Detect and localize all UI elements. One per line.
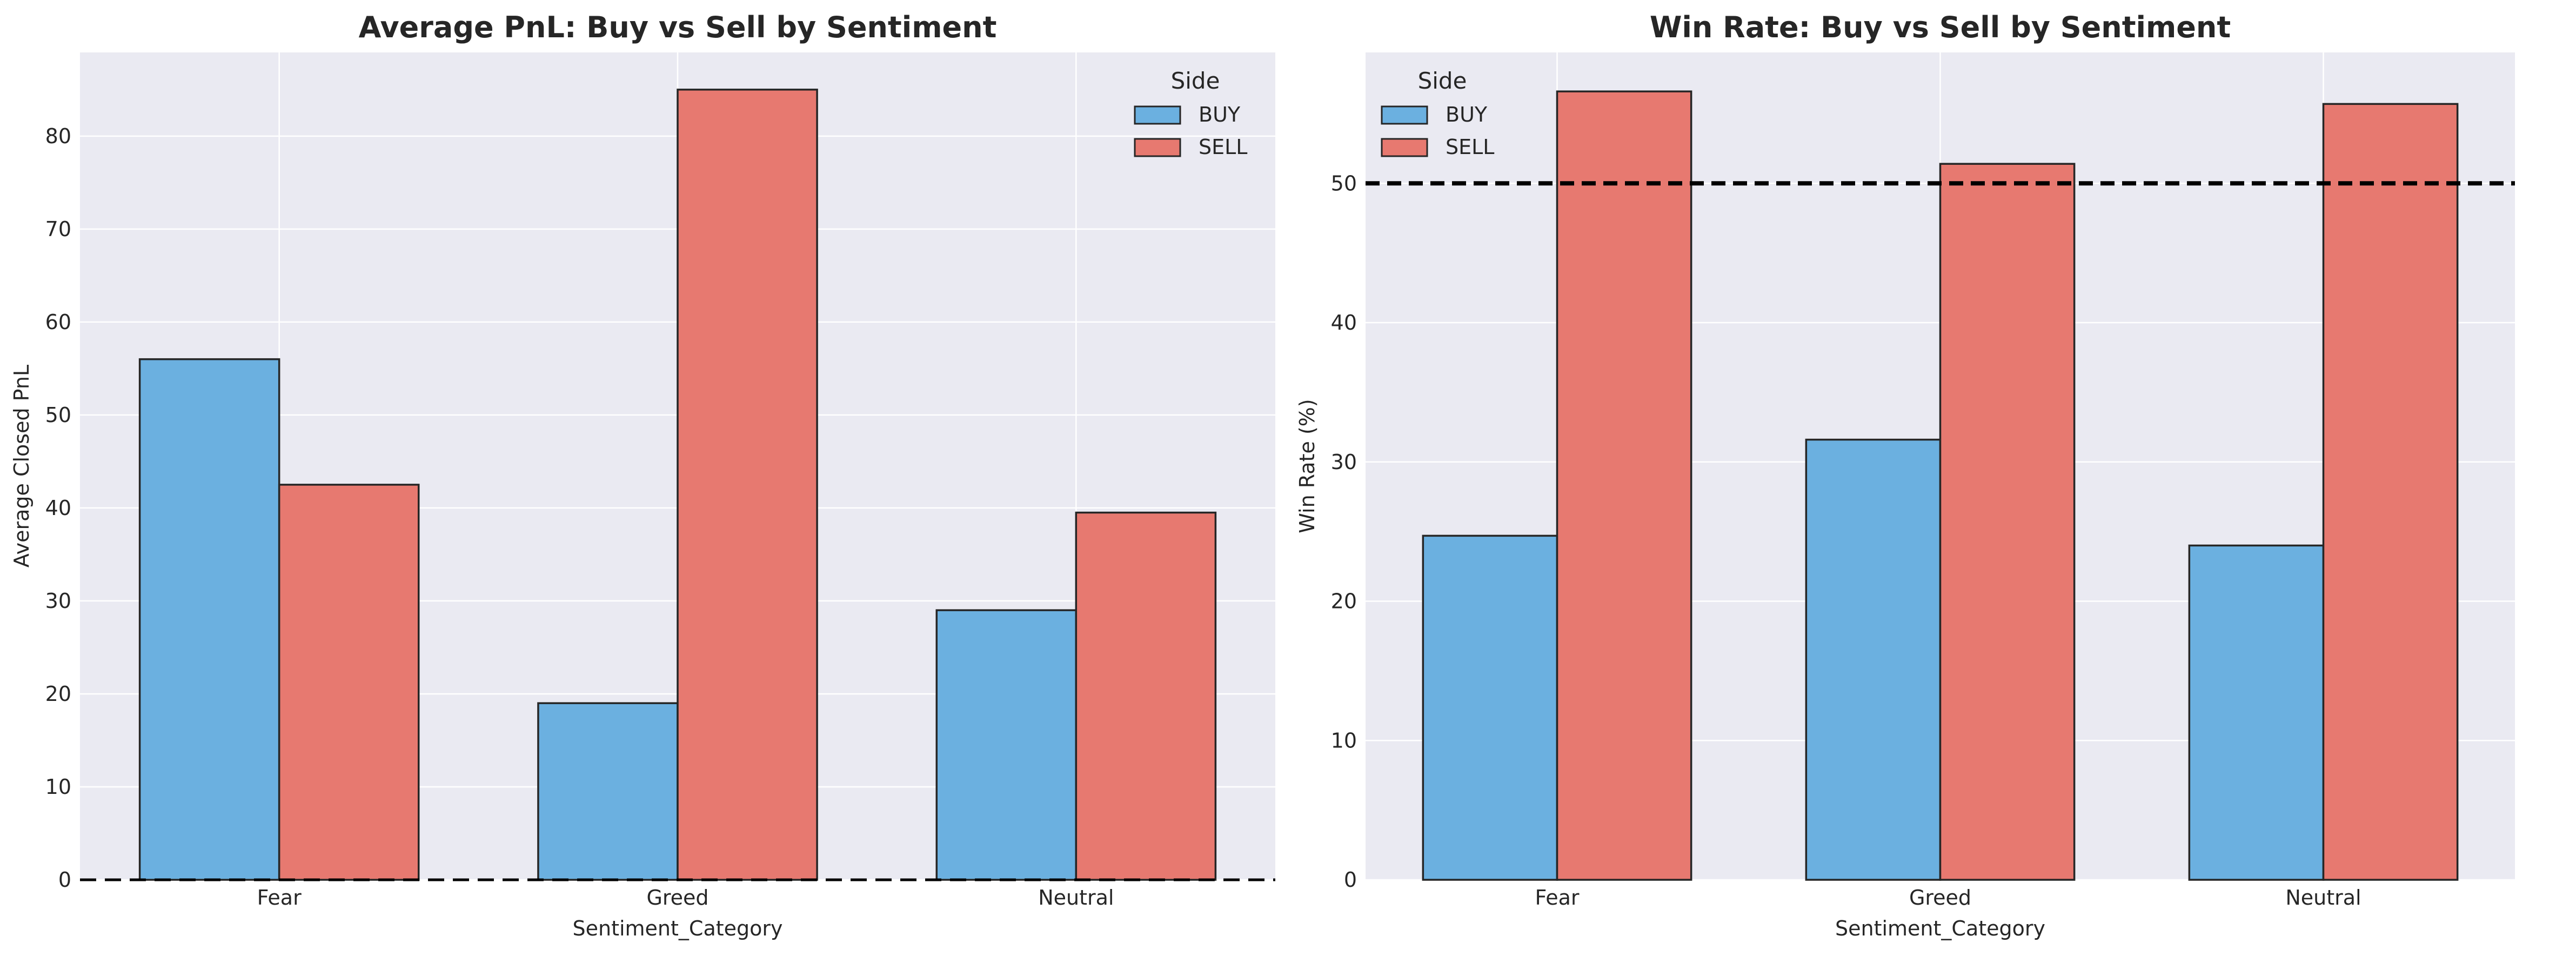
winrate-legend-sell-swatch <box>1381 138 1428 157</box>
winrate-legend: Side BUY SELL <box>1381 68 1494 159</box>
pnl-y-axis-label: Average Closed PnL <box>10 365 34 567</box>
winrate-x-tick-label: Neutral <box>2285 886 2361 910</box>
pnl-x-tick-label: Neutral <box>1038 886 1114 910</box>
winrate-legend-buy-swatch <box>1381 105 1428 125</box>
winrate-x-tick-label: Fear <box>1535 886 1579 910</box>
pnl-legend-buy-label: BUY <box>1199 103 1241 126</box>
winrate-y-ticks: 0 10 20 30 40 50 <box>1331 171 1357 892</box>
pnl-y-tick-label: 40 <box>45 496 71 520</box>
pnl-x-axis-label: Sentiment_Category <box>573 917 783 940</box>
pnl-legend-buy-swatch <box>1134 105 1181 125</box>
pnl-bar-sell-neutral <box>1075 511 1217 881</box>
pnl-y-tick-label: 20 <box>45 682 71 706</box>
winrate-y-axis-label: Win Rate (%) <box>1295 399 1319 533</box>
pnl-bars <box>138 89 1217 881</box>
winrate-chart-title: Win Rate: Buy vs Sell by Sentiment <box>1650 10 2231 44</box>
pnl-y-tick-label: 80 <box>45 124 71 148</box>
pnl-x-tick-label: Greed <box>646 886 708 910</box>
winrate-y-tick-label: 20 <box>1331 590 1357 613</box>
winrate-bar-buy-greed <box>1805 438 1942 881</box>
pnl-legend: Side BUY SELL <box>1134 68 1247 159</box>
pnl-y-tick-label: 0 <box>58 868 71 892</box>
pnl-legend-sell-swatch <box>1134 138 1181 157</box>
pnl-legend-title: Side <box>1171 68 1220 94</box>
pnl-legend-sell-label: SELL <box>1199 135 1247 159</box>
winrate-y-tick-label: 40 <box>1331 311 1357 335</box>
winrate-bar-sell-neutral <box>2322 103 2459 881</box>
winrate-x-ticks: Fear Greed Neutral <box>1535 886 2361 910</box>
pnl-y-tick-label: 10 <box>45 775 71 799</box>
pnl-bar-buy-greed <box>537 702 679 881</box>
winrate-bar-buy-fear <box>1422 534 1558 881</box>
pnl-y-tick-label: 30 <box>45 589 71 613</box>
pnl-y-tick-label: 70 <box>45 217 71 241</box>
winrate-bar-sell-greed <box>1939 163 2076 881</box>
pnl-bar-buy-neutral <box>935 609 1078 881</box>
winrate-y-tick-label: 0 <box>1344 868 1357 892</box>
winrate-bars <box>1422 90 2459 881</box>
pnl-y-tick-label: 60 <box>45 310 71 334</box>
pnl-bar-buy-fear <box>138 358 280 881</box>
winrate-bar-sell-fear <box>1556 90 1692 881</box>
winrate-y-tick-label: 50 <box>1331 171 1357 195</box>
winrate-x-axis-label: Sentiment_Category <box>1835 917 2045 940</box>
pnl-chart-panel: 0 10 20 30 40 50 60 70 80 Fear Greed Neutral Avera… <box>10 10 1275 940</box>
winrate-y-tick-label: 30 <box>1331 450 1357 474</box>
winrate-y-tick-label: 10 <box>1331 728 1357 752</box>
pnl-y-ticks: 0 10 20 30 40 50 60 70 80 <box>45 124 71 892</box>
pnl-bar-sell-fear <box>278 484 420 881</box>
pnl-y-tick-label: 50 <box>45 403 71 427</box>
winrate-chart-panel: 0 10 20 30 40 50 Fear Greed Neutral Win Rate: B… <box>1295 10 2515 940</box>
pnl-bar-sell-greed <box>677 89 818 881</box>
winrate-legend-title: Side <box>1418 68 1467 94</box>
winrate-legend-buy-label: BUY <box>1446 103 1488 126</box>
winrate-x-tick-label: Greed <box>1909 886 1971 910</box>
pnl-x-ticks: Fear Greed Neutral <box>257 886 1114 910</box>
winrate-legend-sell-label: SELL <box>1446 135 1494 159</box>
pnl-chart-title: Average PnL: Buy vs Sell by Sentiment <box>359 10 997 44</box>
pnl-x-tick-label: Fear <box>257 886 302 910</box>
winrate-bar-buy-neutral <box>2188 544 2325 881</box>
